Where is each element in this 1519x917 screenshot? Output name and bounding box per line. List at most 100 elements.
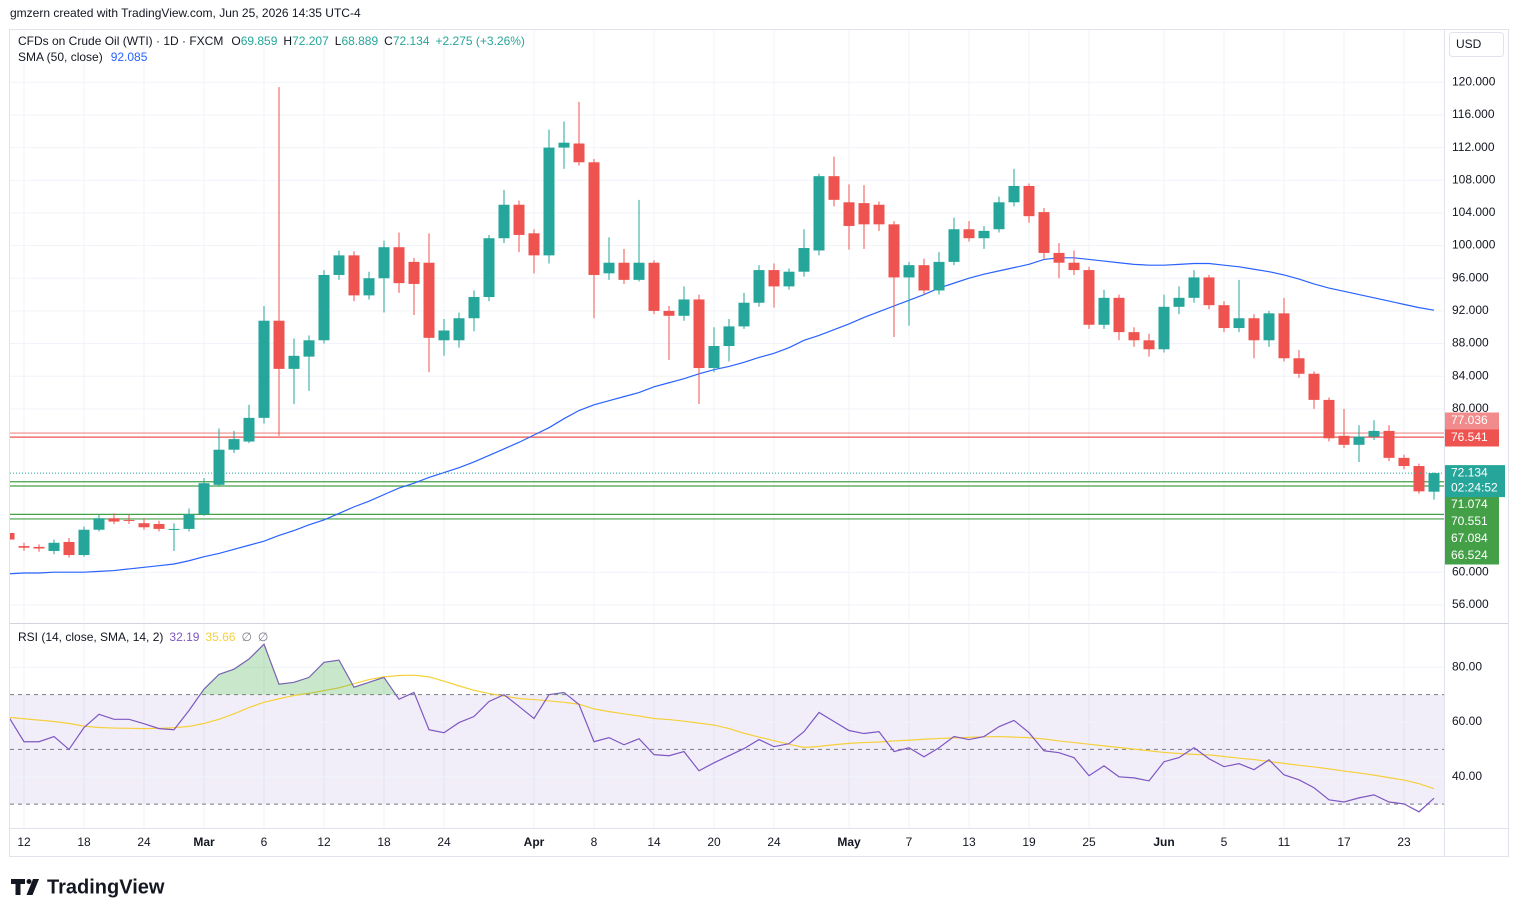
x-tick-label: 12 [317,835,331,849]
candle-body [393,247,405,284]
candle-body [768,270,780,287]
candle-body [468,297,480,319]
y-tick-label: 116.000 [1452,107,1495,121]
candle-body [648,262,660,311]
indicator-value: 32.19 [169,630,199,644]
candle-body [573,143,585,163]
currency: USD [1456,37,1482,51]
candle-body [708,346,720,369]
candle-body [78,529,90,556]
indicator-value: ∅ [258,630,268,644]
candle-body [1383,430,1395,458]
ohlc-value: 72.134 [393,34,430,48]
countdown: 02:24:52 [1451,480,1498,494]
candle-body [288,355,300,369]
candle-body [798,248,810,272]
candle-body [1053,252,1065,263]
candle-body [993,202,1005,230]
x-tick-label: 20 [707,835,721,849]
candle-body [168,528,180,530]
indicator-name: RSI (14, close, SMA, 14, 2) [18,630,163,644]
x-tick-label: 11 [1278,835,1291,849]
candle-body [483,238,495,298]
y-tick-label: 108.000 [1452,172,1496,186]
candle-body [438,330,450,341]
candle-body [1008,185,1020,203]
candle-body [198,483,210,515]
candle-body [1323,399,1335,439]
level-badge [1445,547,1499,565]
brand: TradingView [47,876,165,898]
credit: gmzern created with TradingView.com, Jun… [10,6,361,20]
x-tick-label: 18 [77,835,91,849]
candle-body [903,265,915,278]
indicator-value: ∅ [241,630,251,644]
candle-body [258,320,270,418]
candle-body [1113,297,1125,333]
price-badge [1445,465,1505,498]
x-tick-label: Jun [1153,835,1174,849]
candle-body [228,439,240,450]
candle-body [1278,313,1290,359]
x-tick-label: 8 [591,835,598,849]
x-tick-label: 5 [1221,835,1228,849]
x-tick-label: 24 [137,835,151,849]
candle-body [303,340,315,357]
candle-body [1368,430,1380,437]
candle-body [933,261,945,291]
y-tick-label: 84.000 [1452,368,1489,382]
candle-body [108,518,120,522]
level-label: 70.551 [1451,514,1488,528]
y-tick-label: 40.00 [1452,769,1482,783]
candle-body [10,532,15,540]
level-label: 76.541 [1451,430,1488,444]
candle-body [963,229,975,239]
y-tick-label: 120.000 [1452,74,1496,88]
candle-body [1023,185,1035,217]
level-badge [1445,530,1499,548]
y-tick-label: 112.000 [1452,140,1495,154]
rsi-pane [10,643,1444,813]
candle-body [1128,332,1140,341]
x-tick-label: 17 [1337,835,1351,849]
indicator-name: SMA (50, close) [18,50,103,64]
candle-body [408,261,420,284]
candle-body [378,247,390,279]
candle-body [453,318,465,341]
candle-body [273,320,285,369]
candle-body [828,176,840,200]
legend: SMA (50, close) 92.085 [18,50,148,64]
symbol-title: CFDs on Crude Oil (WTI) · 1D · FXCM [18,34,223,48]
candle-body [1428,473,1440,492]
candle-body [693,299,705,369]
level-badge [1445,496,1499,514]
level-label: 71.074 [1451,497,1488,511]
candle-body [1263,313,1275,341]
candle-body [753,270,765,303]
candle-body [243,417,255,442]
candle-body [618,262,630,280]
candle-body [1098,297,1110,325]
candle-body [1143,340,1155,350]
candle-body [1398,457,1410,467]
y-tick-label: 60.00 [1452,714,1482,728]
price-label: 72.134 [1451,465,1488,479]
candle-body [183,514,195,529]
candle-body [348,255,360,296]
candle-body [1083,270,1095,325]
x-tick-label: 14 [647,835,661,849]
main-pane [10,87,1444,575]
ohlc-key: L [335,34,342,48]
candle-body [783,271,795,287]
candle-body [63,541,75,556]
currency-box[interactable] [1449,32,1504,57]
candle-body [1203,277,1215,306]
x-tick-label: 6 [261,835,268,849]
candle-body [1158,306,1170,350]
ohlc-value: 69.859 [241,34,278,48]
plot: 12 18 24 Mar 6 12 18 24 Apr 8 14 20 24 May 7 13 19 25 Jun 5… [10,30,1505,849]
candle-body [1233,318,1245,329]
candle-body [123,519,135,521]
